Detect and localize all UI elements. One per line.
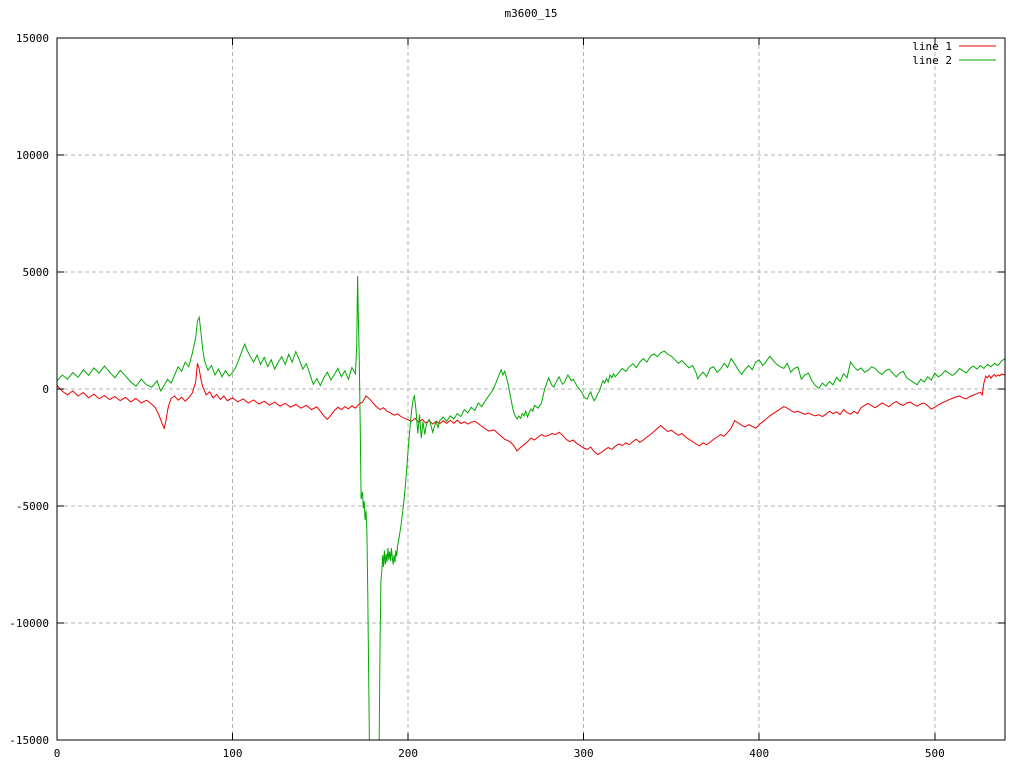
chart-title: m3600_15 — [505, 7, 558, 20]
y-tick-label--15000: -15000 — [9, 734, 49, 747]
x-tick-label-0: 0 — [54, 747, 61, 760]
y-tick-label--10000: -10000 — [9, 617, 49, 630]
tick-layer — [56, 37, 1005, 741]
x-tick-label-500: 500 — [925, 747, 945, 760]
y-tick-label-5000: 5000 — [23, 266, 50, 279]
y-tick-label-0: 0 — [42, 383, 49, 396]
legend: line 1 line 2 — [912, 40, 996, 67]
series-line-2[interactable] — [57, 275, 1005, 749]
y-tick-label--5000: -5000 — [16, 500, 49, 513]
grid-layer — [57, 38, 1005, 740]
x-tick-label-100: 100 — [223, 747, 243, 760]
legend-label-line-2: line 2 — [912, 54, 952, 67]
x-tick-label-300: 300 — [574, 747, 594, 760]
tick-label-layer: 0 100 200 300 400 500 -15000 -10000 -5000 0 5000 10… — [9, 32, 944, 760]
y-tick-label-10000: 10000 — [16, 149, 49, 162]
x-tick-label-400: 400 — [749, 747, 769, 760]
x-tick-label-200: 200 — [398, 747, 418, 760]
y-tick-label-15000: 15000 — [16, 32, 49, 45]
legend-label-line-1: line 1 — [912, 40, 952, 53]
series-line-1[interactable] — [57, 363, 1005, 456]
